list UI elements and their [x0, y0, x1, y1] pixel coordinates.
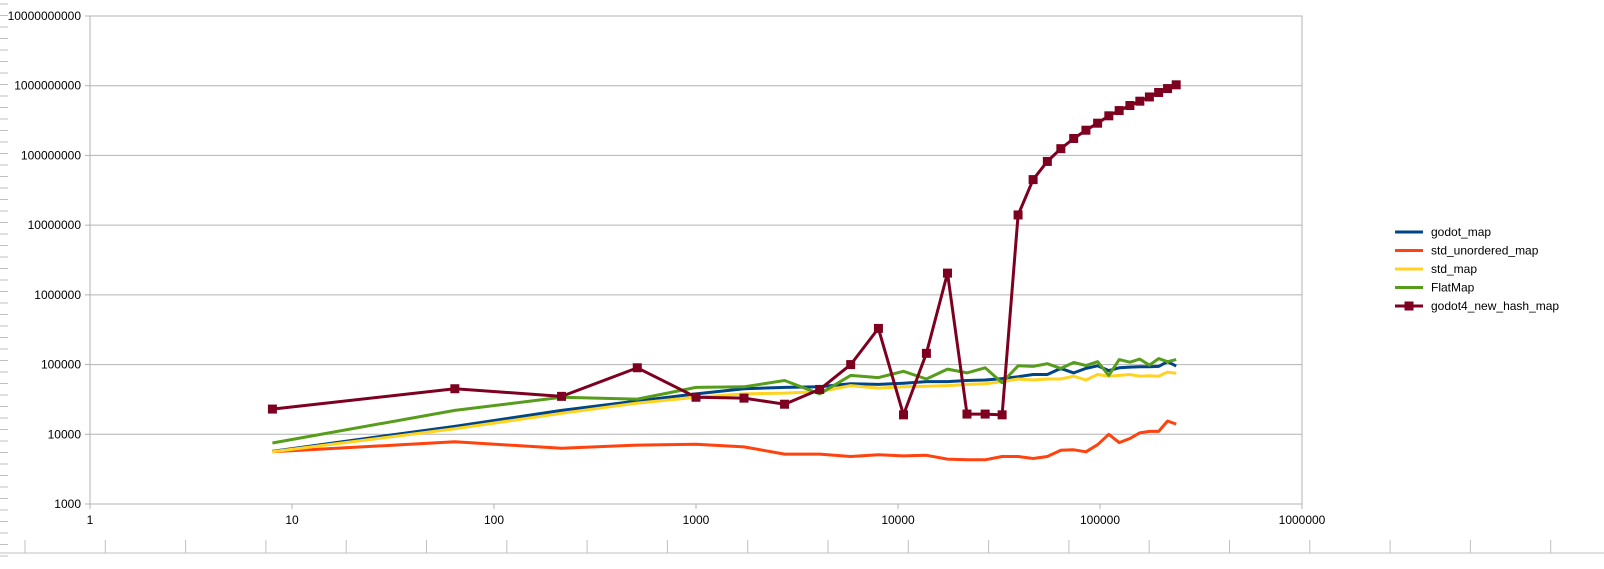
x-axis-tick-labels: 1 10 100 1000 10000 100000 1000000 [87, 513, 1326, 527]
data-point [997, 410, 1007, 420]
data-point [1093, 118, 1103, 128]
y-tick-label: 100000 [41, 358, 81, 372]
x-tick-label: 1000 [683, 513, 710, 527]
data-point [1125, 101, 1135, 111]
data-point [1163, 84, 1173, 94]
series-line [272, 357, 1177, 445]
data-point [1028, 175, 1038, 185]
legend-item: godot4_new_hash_map [1395, 299, 1559, 313]
data-point [1069, 133, 1079, 143]
legend-item: FlatMap [1395, 281, 1475, 295]
series-FlatMap [272, 357, 1177, 445]
data-point [1056, 144, 1066, 154]
legend-item: std_map [1395, 262, 1477, 276]
y-tick-label: 10000 [48, 427, 82, 441]
data-point [942, 268, 952, 278]
series-godot4_new_hash_map [267, 80, 1181, 420]
series-std_unordered_map [272, 419, 1177, 462]
legend-item: std_unordered_map [1395, 244, 1539, 258]
data-point [780, 399, 790, 409]
data-point [921, 348, 931, 358]
legend-label: std_map [1431, 262, 1477, 276]
series-godot_map [272, 360, 1177, 453]
x-tick-label: 1 [87, 513, 94, 527]
legend-marker [1404, 301, 1414, 311]
data-point [873, 323, 883, 333]
series-std_map [272, 370, 1177, 454]
x-tick-label: 100000 [1080, 513, 1120, 527]
data-point [1135, 96, 1145, 106]
data-point [691, 392, 701, 402]
data-point [1042, 156, 1052, 166]
y-tick-label: 10000000000 [8, 9, 82, 23]
series-line [272, 419, 1177, 462]
data-point [1154, 87, 1164, 97]
series-lines [267, 80, 1181, 462]
x-tick-label: 10000 [881, 513, 915, 527]
legend: godot_map std_unordered_map std_map FlatMap… [1395, 225, 1559, 313]
data-point [1144, 92, 1154, 102]
y-tick-label: 1000 [54, 497, 81, 511]
data-point [632, 363, 642, 373]
legend-label: std_unordered_map [1431, 244, 1539, 258]
x-tick-label: 100 [484, 513, 504, 527]
data-point [1114, 106, 1124, 116]
plot-area-frame [89, 15, 1303, 505]
y-axis-tick-labels: 1000 10000 100000 1000000 10000000 100000000 1… [8, 9, 82, 511]
data-point [267, 404, 277, 414]
legend-label: FlatMap [1431, 281, 1475, 295]
series-line [272, 370, 1177, 454]
data-point [1013, 210, 1023, 220]
x-tick-label: 10 [285, 513, 299, 527]
data-point [815, 384, 825, 394]
data-point [557, 391, 567, 401]
data-point [739, 393, 749, 403]
y-tick-label: 1000000000 [14, 79, 81, 93]
y-tick-label: 10000000 [28, 218, 82, 232]
data-point [1171, 80, 1181, 90]
x-tick-label: 1000000 [1279, 513, 1326, 527]
data-point [846, 360, 856, 370]
data-point [962, 409, 972, 419]
horizontal-gridlines [90, 85, 1302, 435]
legend-label: godot_map [1431, 225, 1491, 239]
data-point [1104, 111, 1114, 121]
outer-ruler-ticks [0, 3, 1604, 557]
y-tick-label: 1000000 [34, 288, 81, 302]
axis-ticks [85, 15, 1303, 509]
data-point [450, 384, 460, 394]
data-point [899, 410, 909, 420]
legend-item: godot_map [1395, 225, 1491, 239]
series-line [272, 360, 1177, 453]
y-tick-label: 100000000 [21, 148, 81, 162]
data-point [980, 409, 990, 419]
legend-label: godot4_new_hash_map [1431, 299, 1559, 313]
data-point [1081, 125, 1091, 135]
